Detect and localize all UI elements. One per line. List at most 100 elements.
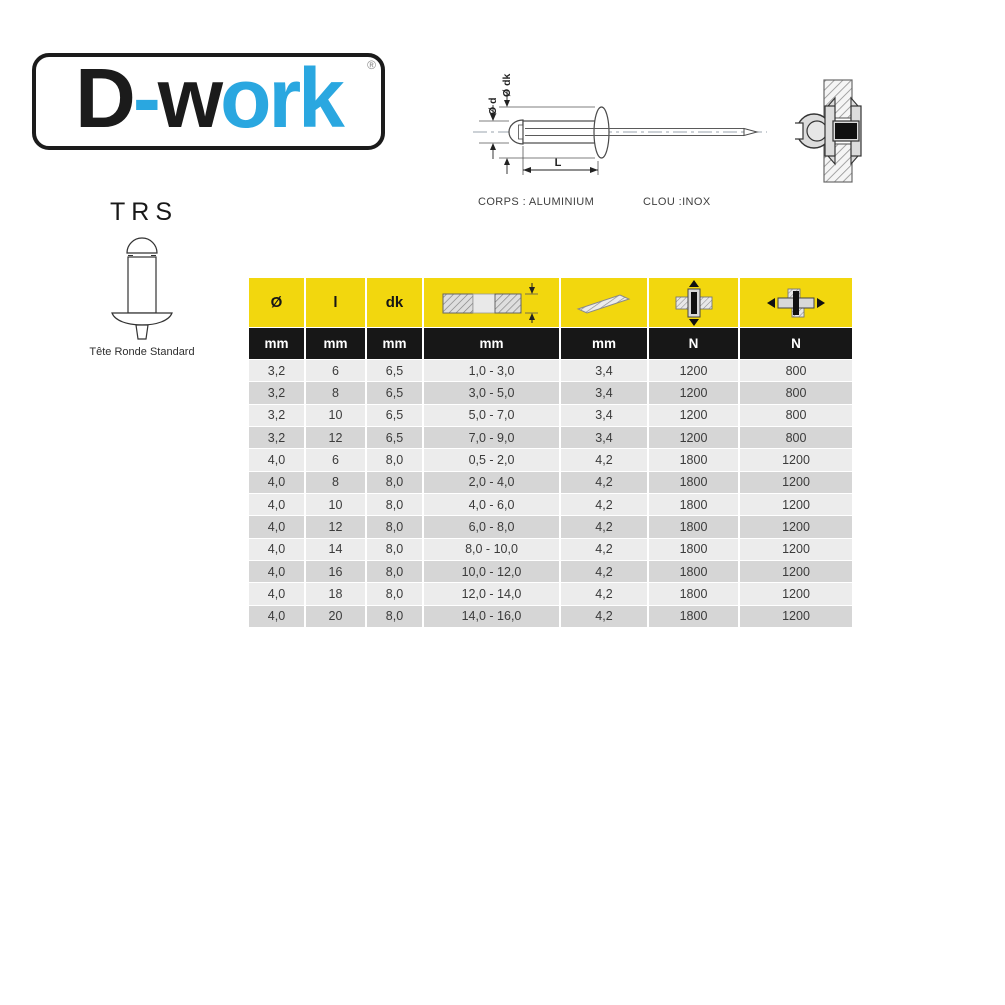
brand-logo-text: D-work bbox=[75, 56, 345, 148]
table-cell: 2,0 - 4,0 bbox=[424, 471, 559, 493]
brand-letter: - bbox=[132, 50, 161, 145]
table-cell: 4,2 bbox=[561, 560, 647, 583]
table-cell: 800 bbox=[740, 404, 852, 426]
rivet-neck bbox=[518, 124, 524, 140]
table-cell: 3,0 - 5,0 bbox=[424, 382, 559, 404]
mandrel-stub bbox=[135, 324, 149, 340]
unit-cell: mm bbox=[367, 328, 422, 359]
table-cell: 1800 bbox=[649, 538, 738, 560]
table-cell: 4,0 bbox=[249, 560, 304, 583]
bulb-hook bbox=[850, 155, 860, 166]
column-header-label: dk bbox=[385, 294, 404, 311]
table-cell: 6,5 bbox=[367, 382, 422, 404]
table-cell: 14 bbox=[306, 538, 365, 560]
table-cell: 4,2 bbox=[561, 516, 647, 538]
table-cell: 1200 bbox=[740, 449, 852, 471]
unit-cell: mm bbox=[424, 328, 559, 359]
table-cell: 4,0 bbox=[249, 449, 304, 471]
installed-rivet-drawing bbox=[795, 79, 862, 183]
table-cell: 3,4 bbox=[561, 426, 647, 449]
table-cell: 1800 bbox=[649, 471, 738, 493]
table-cell: 1200 bbox=[740, 516, 852, 538]
table-cell: 4,0 bbox=[249, 583, 304, 605]
brand-letter: w bbox=[157, 50, 223, 145]
table-cell: 20 bbox=[306, 605, 365, 627]
table-cell: 16 bbox=[306, 560, 365, 583]
table-cell: 4,0 bbox=[249, 605, 304, 627]
table-cell: 3,4 bbox=[561, 360, 647, 382]
unit-cell: N bbox=[649, 328, 738, 359]
table-cell: 6 bbox=[306, 449, 365, 471]
rivet-flange bbox=[593, 106, 610, 159]
table-cell: 4,2 bbox=[561, 471, 647, 493]
head-slot bbox=[795, 122, 804, 140]
nail-material-caption: CLOU :INOX bbox=[643, 196, 711, 208]
table-cell: 6,5 bbox=[367, 360, 422, 382]
table-cell: 8,0 bbox=[367, 516, 422, 538]
table-cell: 10 bbox=[306, 404, 365, 426]
table-cell: 8,0 bbox=[367, 493, 422, 516]
rivet-side-view-drawing: Ø d Ø dk L bbox=[473, 74, 767, 175]
mandrel-section bbox=[835, 123, 857, 139]
dome-head bbox=[126, 237, 158, 254]
table-cell: 1200 bbox=[740, 493, 852, 516]
mandrel-tip bbox=[743, 127, 759, 137]
table-cell: 18 bbox=[306, 583, 365, 605]
table-cell: 8,0 bbox=[367, 605, 422, 627]
table-cell: 12 bbox=[306, 516, 365, 538]
table-cell: 1200 bbox=[649, 404, 738, 426]
table-cell: 6,5 bbox=[367, 426, 422, 449]
table-cell: 4,2 bbox=[561, 538, 647, 560]
rivet-body bbox=[127, 256, 157, 314]
grip-range-icon bbox=[442, 282, 538, 323]
registered-trademark-symbol: ® bbox=[367, 58, 376, 72]
column-header-drill-diameter bbox=[561, 278, 647, 327]
unit-cell: mm bbox=[249, 328, 304, 359]
arrow-up-icon bbox=[504, 158, 510, 165]
table-cell: 4,2 bbox=[561, 605, 647, 627]
table-cell: 1200 bbox=[740, 471, 852, 493]
tensile-strength-icon bbox=[675, 279, 712, 326]
column-header-label: l bbox=[333, 294, 338, 311]
table-cell: 4,0 bbox=[249, 493, 304, 516]
brand-letter: D bbox=[75, 50, 136, 145]
table-cell: 1800 bbox=[649, 605, 738, 627]
shear-strength-icon bbox=[767, 288, 825, 317]
table-cell: 12,0 - 14,0 bbox=[424, 583, 559, 605]
table-cell: 4,2 bbox=[561, 449, 647, 471]
dim-label-dk: Ø dk bbox=[501, 74, 513, 97]
table-cell: 4,0 bbox=[249, 471, 304, 493]
arrow-down-icon bbox=[504, 100, 510, 107]
rivet-body bbox=[522, 120, 598, 144]
column-header-head-diameter: dk bbox=[367, 278, 422, 327]
table-cell: 1,0 - 3,0 bbox=[424, 360, 559, 382]
table-cell: 8,0 bbox=[367, 471, 422, 493]
unit-cell: mm bbox=[561, 328, 647, 359]
table-cell: 1200 bbox=[740, 583, 852, 605]
table-cell: 1200 bbox=[649, 382, 738, 404]
table-cell: 8,0 - 10,0 bbox=[424, 538, 559, 560]
column-header-diameter: Ø bbox=[249, 278, 304, 327]
table-cell: 3,2 bbox=[249, 404, 304, 426]
table-cell: 1800 bbox=[649, 449, 738, 471]
table-cell: 4,0 - 6,0 bbox=[424, 493, 559, 516]
column-header-grip-range bbox=[424, 278, 559, 327]
table-cell: 3,2 bbox=[249, 382, 304, 404]
table-cell: 1800 bbox=[649, 583, 738, 605]
table-cell: 6,0 - 8,0 bbox=[424, 516, 559, 538]
table-cell: 4,2 bbox=[561, 583, 647, 605]
table-cell: 3,2 bbox=[249, 360, 304, 382]
column-header-tensile-strength bbox=[649, 278, 738, 327]
mandrel-ball bbox=[806, 120, 828, 142]
rivet-flange bbox=[111, 312, 173, 326]
table-cell: 6 bbox=[306, 360, 365, 382]
body-material-caption: CORPS : ALUMINIUM bbox=[478, 196, 595, 208]
table-cell: 7,0 - 9,0 bbox=[424, 426, 559, 449]
table-cell: 4,0 bbox=[249, 516, 304, 538]
unit-cell: mm bbox=[306, 328, 365, 359]
table-cell: 4,2 bbox=[561, 493, 647, 516]
brand-letter: ork bbox=[220, 50, 345, 145]
table-cell: 1200 bbox=[740, 605, 852, 627]
arrow-right-icon bbox=[590, 167, 598, 173]
table-cell: 800 bbox=[740, 382, 852, 404]
